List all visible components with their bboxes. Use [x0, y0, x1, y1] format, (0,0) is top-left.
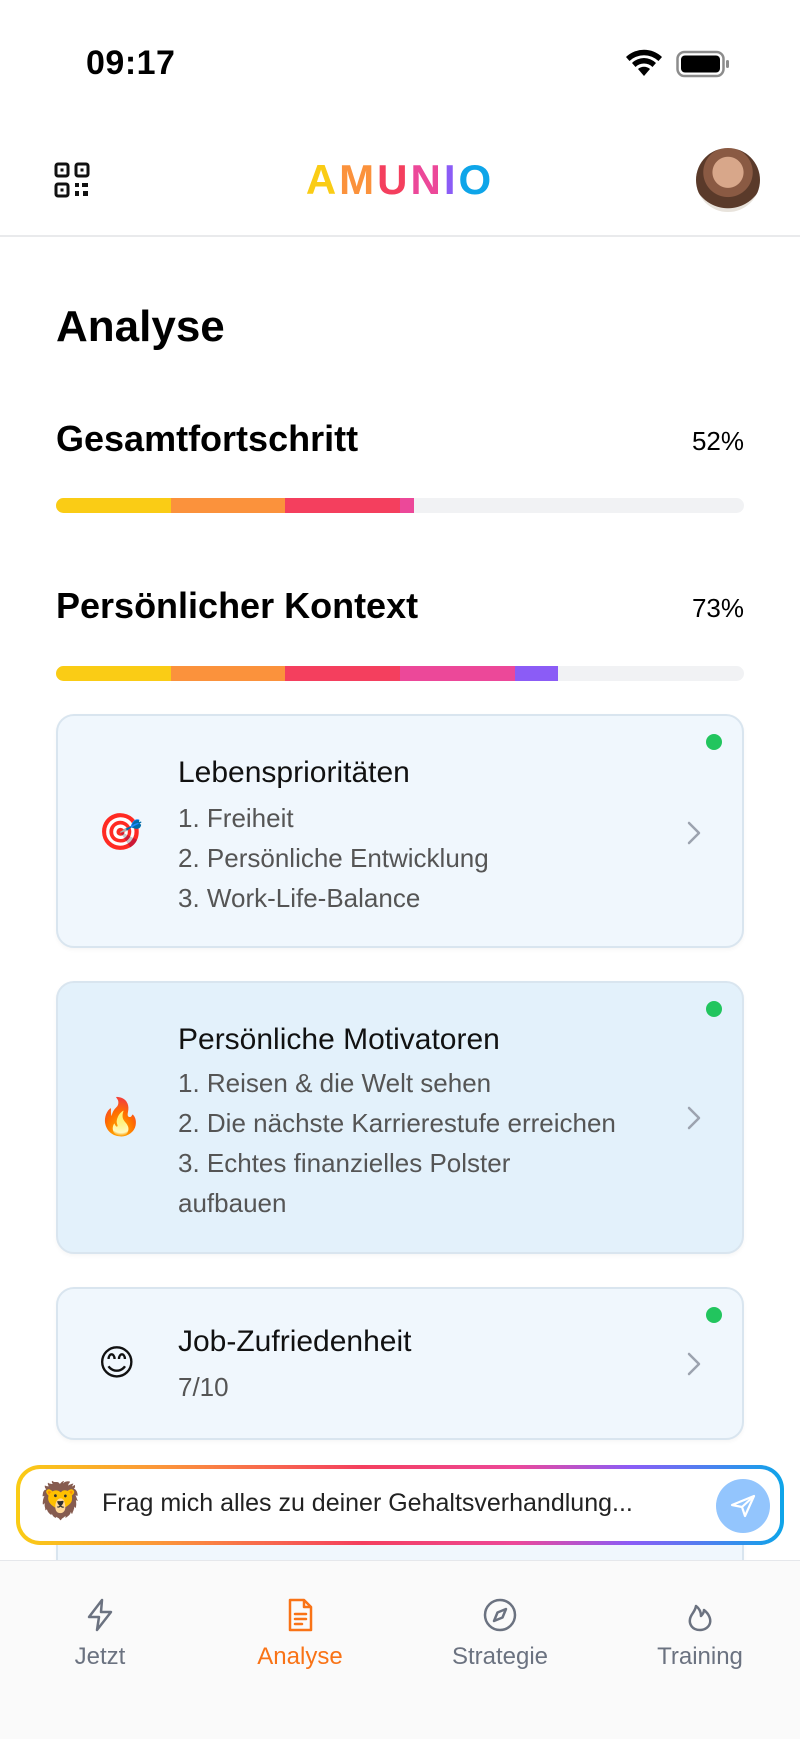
progress-segment — [170, 498, 286, 513]
card-line: 3. Work-Life-Balance — [178, 883, 421, 913]
card-title: Persönliche Motivatoren — [178, 1023, 500, 1056]
logo-letter: M — [339, 156, 378, 203]
app-logo: AMUNIO — [0, 156, 800, 204]
chat-input-bar[interactable]: 🦁 Frag mich alles zu deiner Gehaltsverha… — [16, 1465, 784, 1545]
chat-input[interactable]: Frag mich alles zu deiner Gehaltsverhand… — [102, 1489, 633, 1517]
status-dot — [706, 734, 722, 750]
tab-training[interactable]: Training — [600, 1561, 800, 1681]
target-icon: 🎯 — [98, 811, 143, 852]
personal-context-percent: 73% — [691, 593, 744, 623]
compass-icon — [483, 1598, 517, 1632]
tab-jetzt[interactable]: Jetzt — [0, 1561, 200, 1681]
card-line: 1. Freiheit — [178, 803, 294, 833]
status-bar: 09:17 — [0, 0, 800, 130]
progress-segment — [56, 498, 171, 513]
card-personal-motivators[interactable]: 🔥 Persönliche Motivatoren 1. Reisen & di… — [56, 981, 744, 1254]
status-dot — [706, 1307, 722, 1323]
logo-letter: A — [305, 156, 340, 203]
tab-analyse[interactable]: Analyse — [200, 1561, 400, 1681]
status-dot — [706, 1001, 722, 1017]
send-button[interactable] — [716, 1479, 770, 1533]
tab-label: Jetzt — [74, 1643, 126, 1670]
lion-icon: 🦁 — [38, 1480, 83, 1521]
app-header: AMUNIO — [0, 130, 800, 237]
document-icon — [288, 1598, 313, 1632]
avatar[interactable] — [696, 148, 760, 212]
status-time: 09:17 — [86, 44, 176, 82]
logo-letter: O — [458, 156, 495, 203]
progress-segment — [399, 666, 515, 681]
card-line: 1. Reisen & die Welt sehen — [178, 1068, 492, 1098]
progress-segment — [399, 498, 414, 513]
card-line: 2. Persönliche Entwicklung — [178, 843, 489, 873]
card-life-priorities[interactable]: 🎯 Lebensprioritäten 1. Freiheit 2. Persö… — [56, 714, 744, 948]
card-line: 7/10 — [178, 1372, 229, 1402]
overall-progress-percent: 52% — [691, 426, 744, 456]
card-line: 2. Die nächste Karrierestufe erreichen — [178, 1108, 616, 1138]
logo-letter: N — [410, 156, 444, 203]
tab-bar: Jetzt Analyse Strategie Training — [0, 1560, 800, 1739]
tab-label: Strategie — [451, 1643, 549, 1670]
progress-segment — [285, 666, 400, 681]
progress-segment — [285, 498, 400, 513]
qr-code-icon[interactable] — [54, 162, 90, 198]
wifi-icon — [626, 49, 662, 76]
lightning-icon — [87, 1598, 113, 1632]
logo-letter: I — [443, 156, 459, 203]
tab-label: Training — [657, 1643, 743, 1670]
battery-icon — [676, 50, 729, 78]
personal-context-progress-bar — [56, 666, 744, 681]
progress-segment — [514, 666, 559, 681]
progress-segment — [170, 666, 286, 681]
tab-strategie[interactable]: Strategie — [400, 1561, 600, 1681]
tab-label: Analyse — [257, 1643, 343, 1670]
card-line: aufbauen — [178, 1188, 287, 1218]
card-line: 3. Echtes finanzielles Polster — [178, 1148, 511, 1178]
chevron-right-icon — [687, 1352, 701, 1376]
fire-icon: 🔥 — [98, 1096, 143, 1137]
progress-segment — [56, 666, 171, 681]
overall-progress-title: Gesamtfortschritt — [56, 418, 359, 459]
card-job-satisfaction[interactable]: 😊 Job-Zufriedenheit 7/10 — [56, 1287, 744, 1440]
send-icon — [730, 1494, 756, 1518]
page-title: Analyse — [56, 302, 225, 351]
flame-icon — [688, 1604, 712, 1632]
smiley-icon: 😊 — [98, 1342, 136, 1383]
chevron-right-icon — [687, 1106, 701, 1130]
personal-context-title: Persönlicher Kontext — [56, 585, 419, 626]
logo-letter: U — [377, 156, 411, 203]
card-title: Lebensprioritäten — [178, 756, 410, 789]
overall-progress-bar — [56, 498, 744, 513]
chevron-right-icon — [687, 821, 701, 845]
card-title: Job-Zufriedenheit — [178, 1325, 412, 1358]
